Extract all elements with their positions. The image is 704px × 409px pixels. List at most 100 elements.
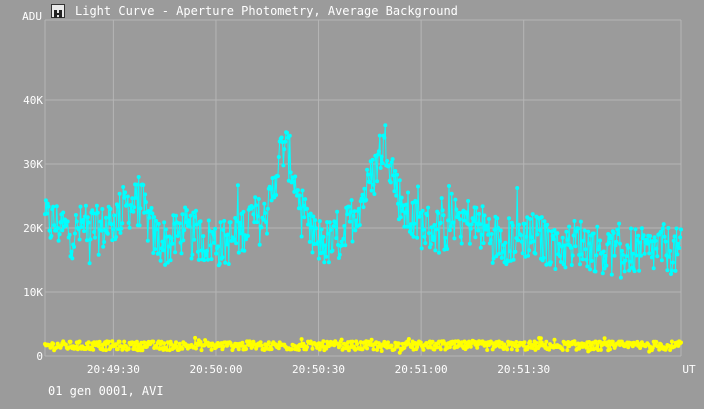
app-logo-icon[interactable] (51, 4, 65, 18)
data-point (184, 220, 188, 225)
data-point (360, 347, 365, 352)
data-point (421, 347, 426, 352)
data-point (594, 253, 599, 258)
data-point (545, 222, 550, 227)
data-point (385, 158, 390, 163)
x-tick-label: 20:50:00 (189, 363, 242, 376)
data-point (519, 239, 524, 244)
data-point (205, 257, 210, 262)
data-point (542, 342, 547, 347)
data-point (335, 209, 340, 214)
data-point (305, 345, 309, 350)
data-point (163, 262, 168, 267)
data-point (140, 348, 145, 353)
data-point (427, 231, 431, 236)
data-point (205, 248, 209, 253)
data-point (134, 182, 139, 187)
data-point (438, 347, 443, 352)
data-point (225, 242, 229, 247)
data-point (234, 241, 239, 246)
window-title: Light Curve - Aperture Photometry, Avera… (75, 4, 458, 18)
target-series (43, 123, 683, 280)
data-point (76, 227, 81, 232)
data-point (396, 341, 401, 346)
data-point (649, 255, 654, 260)
data-point (398, 215, 403, 220)
data-point (548, 260, 553, 265)
data-point (672, 234, 677, 239)
data-point (679, 227, 683, 232)
data-point (114, 342, 118, 347)
data-point (306, 222, 310, 227)
data-point (670, 260, 675, 265)
data-point (406, 337, 411, 341)
data-point (648, 234, 653, 238)
data-point (354, 218, 359, 223)
data-point (584, 345, 589, 350)
data-point (447, 184, 451, 188)
data-point (388, 180, 393, 185)
data-point (412, 221, 417, 226)
data-point (572, 219, 577, 223)
data-point (199, 248, 204, 253)
data-point (360, 192, 365, 197)
data-point (659, 229, 663, 234)
data-point (675, 252, 680, 257)
data-point (524, 234, 529, 239)
data-point (143, 192, 148, 197)
data-point (487, 241, 492, 246)
x-axis-label: UT (682, 363, 696, 376)
data-point (404, 202, 409, 207)
data-point (221, 228, 226, 232)
data-point (337, 252, 342, 257)
data-point (206, 218, 211, 223)
data-point (317, 347, 322, 352)
data-point (221, 344, 226, 349)
data-point (54, 204, 59, 209)
data-point (279, 135, 284, 140)
data-point (104, 215, 108, 220)
data-point (386, 340, 390, 345)
data-point (497, 238, 502, 243)
data-point (572, 339, 577, 344)
data-point (638, 240, 643, 245)
data-point (161, 248, 166, 253)
data-point (467, 241, 472, 246)
data-point (665, 268, 670, 273)
data-point (397, 178, 402, 183)
data-point (233, 216, 238, 220)
data-point (593, 339, 598, 344)
data-point (499, 255, 504, 260)
data-point (515, 348, 520, 352)
data-point (128, 203, 133, 208)
data-point (241, 209, 246, 214)
data-point (513, 249, 518, 254)
data-point (96, 252, 101, 257)
data-point (311, 214, 316, 219)
data-point (150, 211, 155, 216)
data-point (126, 346, 131, 351)
data-point (629, 226, 633, 231)
data-point (228, 220, 233, 225)
data-point (214, 251, 219, 256)
data-point (131, 209, 136, 214)
data-point (353, 228, 358, 233)
data-point (78, 204, 83, 209)
data-point (336, 256, 341, 260)
data-point (565, 237, 570, 242)
data-point (285, 130, 289, 135)
data-point (49, 344, 54, 349)
data-point (534, 340, 539, 345)
data-point (498, 228, 503, 233)
data-point (389, 343, 394, 348)
data-point (608, 236, 613, 241)
data-point (324, 346, 329, 351)
data-point (337, 343, 342, 348)
data-point (447, 228, 452, 233)
data-point (253, 195, 258, 200)
data-point (326, 260, 331, 265)
data-point (436, 211, 441, 216)
y-tick-label: 30K (23, 158, 43, 171)
data-point (339, 239, 344, 244)
data-point (94, 203, 99, 208)
